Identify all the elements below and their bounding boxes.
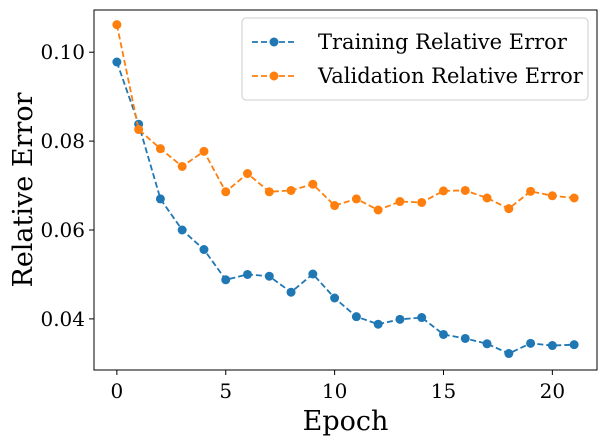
data-point xyxy=(330,201,340,211)
series-line xyxy=(115,24,575,211)
data-point xyxy=(243,269,253,279)
legend-entry: Validation Relative Error xyxy=(252,64,584,88)
data-point xyxy=(286,185,296,195)
x-axis-ticks: 0 5 10 15 20 xyxy=(110,370,565,403)
y-tick-label: 0.10 xyxy=(40,40,85,64)
axes-frame xyxy=(93,9,598,371)
data-point xyxy=(547,191,557,201)
series-2 xyxy=(112,20,579,215)
x-tick-label: 5 xyxy=(219,379,232,403)
data-point xyxy=(243,169,253,179)
legend-entry: Training Relative Error xyxy=(252,30,568,54)
data-point xyxy=(460,185,470,195)
data-point xyxy=(221,275,231,285)
y-tick-label: 0.04 xyxy=(40,307,85,331)
data-point xyxy=(330,293,340,303)
data-point xyxy=(395,314,405,324)
legend-label: Training Relative Error xyxy=(318,30,568,54)
x-tick-label: 10 xyxy=(322,379,347,403)
data-point xyxy=(177,225,187,235)
data-point xyxy=(155,194,165,204)
data-point xyxy=(395,197,405,207)
data-point xyxy=(199,146,209,156)
data-point xyxy=(308,269,318,279)
data-point xyxy=(569,340,579,350)
x-axis-label: Epoch xyxy=(303,406,389,437)
data-point xyxy=(482,193,492,203)
data-point xyxy=(526,186,536,196)
y-tick-label: 0.06 xyxy=(40,218,85,242)
series-line xyxy=(116,61,575,355)
data-point xyxy=(460,333,470,343)
series-1 xyxy=(112,57,579,359)
x-tick-label: 20 xyxy=(540,379,565,403)
x-tick-label: 0 xyxy=(110,379,123,403)
x-tick-label: 15 xyxy=(431,379,456,403)
data-point xyxy=(134,125,144,135)
data-point xyxy=(373,319,383,329)
data-point xyxy=(264,271,274,281)
data-point xyxy=(373,205,383,215)
data-point xyxy=(526,338,536,348)
series-layer xyxy=(112,20,579,359)
legend-marker xyxy=(269,71,279,81)
data-point xyxy=(177,161,187,171)
data-point xyxy=(417,197,427,207)
data-point xyxy=(308,179,318,189)
data-point xyxy=(569,193,579,203)
legend-entries: Training Relative Error Validation Relati… xyxy=(252,30,584,88)
data-point xyxy=(417,313,427,323)
data-point xyxy=(112,57,122,67)
legend-marker xyxy=(269,37,279,47)
data-point xyxy=(221,187,231,197)
data-point xyxy=(547,341,557,351)
data-point xyxy=(504,204,514,214)
y-axis-ticks: 0.04 0.06 0.08 0.10 xyxy=(40,40,94,331)
legend-label: Validation Relative Error xyxy=(317,64,584,88)
data-point xyxy=(482,339,492,349)
data-point xyxy=(264,187,274,197)
legend: Training Relative Error Validation Relati… xyxy=(241,17,589,101)
data-point xyxy=(199,245,209,255)
data-point xyxy=(286,287,296,297)
data-point xyxy=(112,20,122,30)
y-axis-label: Relative Error xyxy=(8,92,39,287)
data-point xyxy=(155,144,165,154)
plot-area: 0 5 10 15 20 0.04 0.06 0.08 0.10 xyxy=(40,9,598,403)
data-point xyxy=(438,186,448,196)
data-point xyxy=(351,194,361,204)
data-point xyxy=(504,349,514,359)
legend-frame xyxy=(241,17,589,101)
data-point xyxy=(438,329,448,339)
data-point xyxy=(351,312,361,322)
y-tick-label: 0.08 xyxy=(40,129,85,153)
